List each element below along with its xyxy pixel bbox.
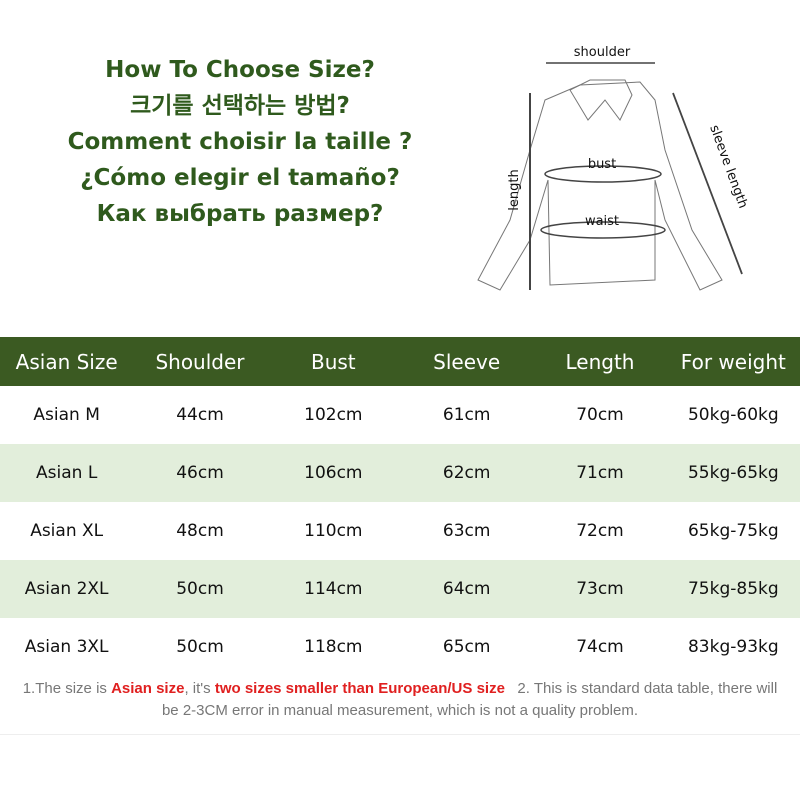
size-table: Asian Size Shoulder Bust Sleeve Length F… <box>0 337 800 676</box>
cell-weight: 50kg-60kg <box>687 405 779 425</box>
cell-shoulder: 50cm <box>133 560 267 618</box>
size-note: 1.The size is Asian size, it's two sizes… <box>0 678 800 722</box>
header-sleeve: Sleeve <box>399 337 534 386</box>
cell-bust: 102cm <box>304 405 363 425</box>
note-line-1: 1.The size is Asian size, it's two sizes… <box>0 678 800 700</box>
cell-length: 74cm <box>576 637 624 657</box>
note-line-2: be 2-3CM error in manual measurement, wh… <box>161 702 639 719</box>
cell-shoulder: 44cm <box>176 405 224 425</box>
title-russian: Как выбрать размер? <box>96 201 384 227</box>
collar <box>569 79 633 121</box>
note-highlight-smaller: two sizes smaller than European/US size <box>214 680 505 697</box>
table-row: Asian XL 48cm 110cm 63cm 72cm 65kg-75kg <box>0 502 800 560</box>
table-row: Asian M 44cm 102cm 61cm 70cm 50kg-60kg <box>0 386 800 444</box>
label-bust: bust <box>588 157 616 172</box>
note-highlight-asian-size: Asian size <box>111 680 185 697</box>
cell-shoulder: 48cm <box>176 521 224 541</box>
note-text: 2. This is standard data table, there wi… <box>504 680 778 697</box>
cell-bust: 114cm <box>266 560 400 618</box>
cell-sleeve: 63cm <box>442 521 491 541</box>
header-for-weight: For weight <box>666 337 800 386</box>
table-row: Asian L 46cm 106cm 62cm 71cm 55kg-65kg <box>0 444 800 502</box>
label-shoulder: shoulder <box>574 45 631 60</box>
cell-weight: 75kg-85kg <box>666 560 800 618</box>
header-length: Length <box>533 337 667 386</box>
header-asian-size: Asian Size <box>0 337 134 386</box>
label-length: length <box>507 169 522 210</box>
cell-size: Asian M <box>33 405 100 425</box>
cell-length: 70cm <box>576 405 624 425</box>
cell-shoulder: 46cm <box>133 444 267 502</box>
cell-length: 73cm <box>533 560 667 618</box>
cell-sleeve: 64cm <box>399 560 534 618</box>
title-french: Comment choisir la taille ? <box>67 129 413 155</box>
cell-size: Asian 2XL <box>0 560 134 618</box>
cell-length: 71cm <box>533 444 667 502</box>
note-text: , it's <box>184 680 215 697</box>
cell-bust: 106cm <box>266 444 400 502</box>
cell-size: Asian 3XL <box>24 637 109 657</box>
header-shoulder: Shoulder <box>133 337 267 386</box>
cell-sleeve: 61cm <box>442 405 491 425</box>
cell-sleeve: 65cm <box>442 637 491 657</box>
cell-sleeve: 62cm <box>399 444 534 502</box>
note-text: 1.The size is <box>22 680 112 697</box>
cell-size: Asian L <box>0 444 134 502</box>
divider <box>0 734 800 735</box>
label-waist: waist <box>585 214 619 229</box>
shirt-measurement-diagram: shoulder bust waist length sleeve length <box>477 45 750 291</box>
size-guide-titles: How To Choose Size? 크기를 선택하는 방법? Comment… <box>40 52 440 232</box>
table-row: Asian 2XL 50cm 114cm 64cm 73cm 75kg-85kg <box>0 560 800 618</box>
shirt-outline <box>477 81 723 291</box>
cell-size: Asian XL <box>30 521 104 541</box>
table-row: Asian 3XL 50cm 118cm 65cm 74cm 83kg-93kg <box>0 618 800 676</box>
cell-bust: 118cm <box>304 637 363 657</box>
title-english: How To Choose Size? <box>105 57 375 83</box>
cell-shoulder: 50cm <box>176 637 224 657</box>
table-header-row: Asian Size Shoulder Bust Sleeve Length F… <box>0 337 800 386</box>
header-bust: Bust <box>266 337 400 386</box>
title-spanish: ¿Cómo elegir el tamaño? <box>80 165 400 191</box>
cell-bust: 110cm <box>304 521 363 541</box>
cell-weight: 83kg-93kg <box>687 637 779 657</box>
title-korean: 크기를 선택하는 방법? <box>130 93 350 119</box>
cell-length: 72cm <box>576 521 624 541</box>
cell-weight: 65kg-75kg <box>687 521 779 541</box>
cell-weight: 55kg-65kg <box>666 444 800 502</box>
